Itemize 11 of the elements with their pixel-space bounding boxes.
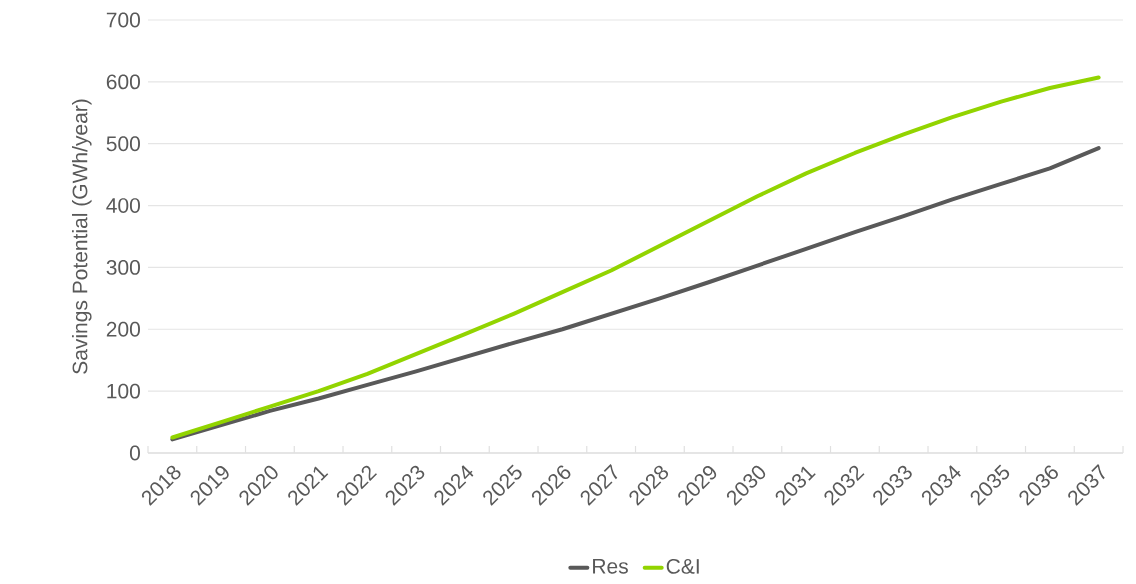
y-tick-label: 700	[106, 12, 140, 28]
y-tick-label: 500	[106, 136, 140, 152]
y-tick-label: 100	[107, 383, 140, 399]
y-tick-label: 600	[106, 74, 140, 90]
y-tick-label: 300	[106, 259, 140, 275]
legend-label: C&I	[666, 558, 699, 574]
y-tick-label: 400	[106, 198, 140, 213]
y-axis-title: Savings Potential (GWh/year)	[72, 99, 92, 374]
legend-label: Res	[593, 559, 628, 574]
y-tick-label: 0	[129, 445, 140, 461]
y-tick-label: 200	[106, 321, 140, 337]
